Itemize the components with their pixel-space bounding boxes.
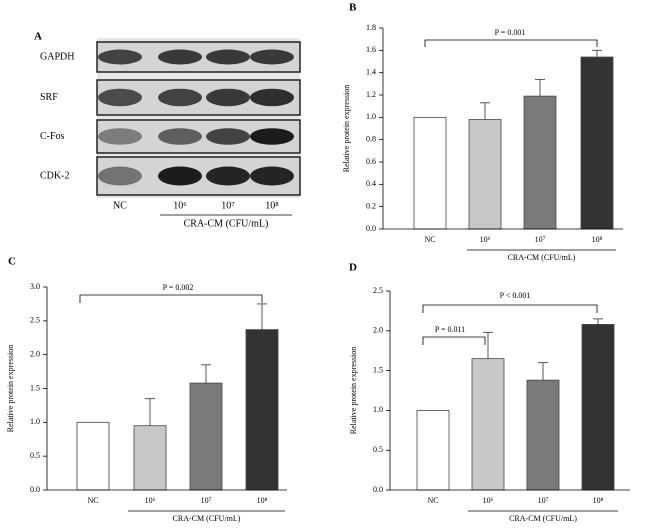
- blot-band: [158, 49, 202, 65]
- annotation: P = 0.002: [163, 283, 194, 292]
- blot-lane-label: 10⁷: [221, 200, 235, 211]
- significance-bracket: [422, 336, 486, 345]
- y-tick-label: 0.5: [30, 451, 40, 460]
- bar: [580, 56, 614, 230]
- y-tick-label: 0.0: [373, 485, 383, 494]
- blot-band: [250, 166, 294, 186]
- bar: [413, 116, 447, 230]
- x-tick-label: NC: [87, 496, 98, 505]
- x-tick-label: 10⁷: [535, 235, 546, 244]
- y-tick-label: 0.4: [366, 179, 376, 188]
- blot-lane-label: 10⁶: [173, 200, 187, 211]
- significance-bracket: [79, 294, 263, 303]
- x-tick-label: 10⁶: [480, 235, 491, 244]
- y-axis-title: Relative protein expression: [6, 345, 15, 433]
- x-tick-label: NC: [427, 496, 438, 505]
- y-tick-label: 0.5: [373, 445, 383, 454]
- blot-band: [206, 166, 250, 186]
- bar: [416, 409, 450, 491]
- blot-x-title: CRA-CM (CFU/mL): [184, 218, 269, 229]
- blot-band: [98, 128, 142, 145]
- blot-band: [250, 128, 294, 145]
- blot-band: [206, 49, 250, 65]
- y-tick-label: 1.5: [30, 383, 40, 392]
- panel-label: B: [349, 2, 357, 14]
- annotation: P = 0.001: [495, 28, 526, 37]
- blot-band: [158, 128, 202, 145]
- y-tick-label: 0.0: [366, 224, 376, 233]
- y-tick-label: 1.4: [366, 67, 376, 76]
- y-tick-label: 1.8: [366, 23, 376, 32]
- x-tick-label: 10⁸: [592, 235, 603, 244]
- bar: [526, 379, 560, 491]
- panel-label: D: [349, 262, 357, 274]
- blot-band: [98, 49, 142, 65]
- y-tick-label: 2.5: [30, 316, 40, 325]
- y-tick-label: 1.0: [366, 112, 376, 121]
- bar: [471, 358, 505, 491]
- blot-lane-label: NC: [113, 200, 127, 211]
- blot-band: [206, 88, 250, 107]
- y-tick-label: 1.0: [373, 405, 383, 414]
- x-tick-label: NC: [424, 235, 435, 244]
- x-tick-label: 10⁷: [201, 496, 212, 505]
- x-tick-label: 10⁸: [257, 496, 268, 505]
- blot-row-label: CDK-2: [40, 170, 69, 181]
- blot-band: [98, 88, 142, 107]
- y-tick-label: 0.6: [366, 157, 376, 166]
- x-axis-title: CRA-CM (CFU/mL): [508, 253, 576, 262]
- bar: [76, 421, 110, 491]
- annotation: P = 0.011: [435, 325, 465, 334]
- y-axis-title: Relative protein expression: [349, 347, 358, 435]
- blot-lane-label: 10⁸: [265, 200, 279, 211]
- significance-bracket: [422, 304, 598, 313]
- blot-band: [250, 88, 294, 107]
- bar: [245, 329, 279, 491]
- blot-row-label: GAPDH: [40, 51, 74, 62]
- annotation: P < 0.001: [500, 291, 531, 300]
- bar: [581, 324, 615, 491]
- y-tick-label: 1.2: [366, 90, 376, 99]
- x-tick-label: 10⁸: [593, 496, 604, 505]
- panel-label: A: [34, 31, 42, 43]
- y-tick-label: 0.8: [366, 134, 376, 143]
- bar: [468, 119, 502, 230]
- y-tick-label: 0.2: [366, 201, 376, 210]
- blot-band: [158, 166, 202, 186]
- y-tick-label: 0.0: [30, 485, 40, 494]
- significance-bracket: [424, 39, 598, 47]
- panel-label: C: [8, 256, 16, 268]
- bar: [523, 95, 557, 230]
- y-tick-label: 1.5: [373, 365, 383, 374]
- y-tick-label: 2.5: [373, 286, 383, 295]
- y-tick-label: 1.6: [366, 45, 376, 54]
- x-tick-label: 10⁷: [538, 496, 549, 505]
- bar: [189, 382, 223, 491]
- blot-row-label: SRF: [40, 92, 58, 103]
- x-tick-label: 10⁶: [483, 496, 494, 505]
- bar: [133, 425, 167, 491]
- blot-band: [98, 166, 142, 186]
- y-tick-label: 1.0: [30, 417, 40, 426]
- x-tick-label: 10⁶: [145, 496, 156, 505]
- blot-band: [206, 128, 250, 145]
- y-axis-title: Relative protein expression: [342, 85, 351, 173]
- y-tick-label: 3.0: [30, 282, 40, 291]
- y-tick-label: 2.0: [30, 349, 40, 358]
- y-tick-label: 2.0: [373, 326, 383, 335]
- x-axis-title: CRA-CM (CFU/mL): [173, 514, 241, 523]
- blot-row-label: C-Fos: [40, 131, 65, 142]
- x-axis-title: CRA-CM (CFU/mL): [509, 514, 577, 523]
- blot-band: [158, 88, 202, 107]
- blot-band: [250, 49, 294, 65]
